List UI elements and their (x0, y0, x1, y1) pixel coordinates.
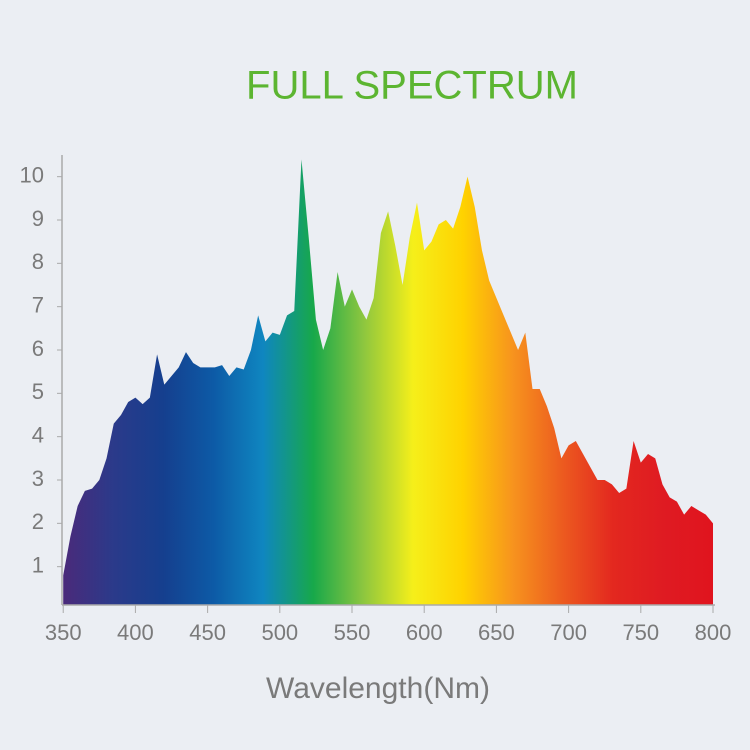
y-tick-label: 2 (32, 509, 44, 534)
y-tick-label: 8 (32, 249, 44, 274)
x-tick-label: 550 (334, 620, 371, 645)
y-tick-label: 4 (32, 422, 44, 447)
x-tick-label: 600 (406, 620, 443, 645)
x-axis-label: Wavelength(Nm) (266, 672, 490, 705)
y-tick-label: 9 (32, 206, 44, 231)
x-tick-label: 400 (117, 620, 154, 645)
y-tick-label: 5 (32, 379, 44, 404)
spectrum-area (63, 159, 713, 606)
x-tick-label: 650 (478, 620, 515, 645)
chart-title: FULL SPECTRUM (246, 64, 578, 108)
x-tick-label: 800 (695, 620, 732, 645)
y-tick-label: 6 (32, 336, 44, 361)
y-tick-label: 10 (20, 162, 44, 187)
x-tick-label: 700 (550, 620, 587, 645)
x-tick-label: 750 (622, 620, 659, 645)
x-tick-label: 350 (45, 620, 82, 645)
y-tick-label: 1 (32, 552, 44, 577)
y-tick-label: 7 (32, 292, 44, 317)
x-tick-label: 500 (261, 620, 298, 645)
y-tick-label: 3 (32, 466, 44, 491)
x-tick-label: 450 (189, 620, 226, 645)
